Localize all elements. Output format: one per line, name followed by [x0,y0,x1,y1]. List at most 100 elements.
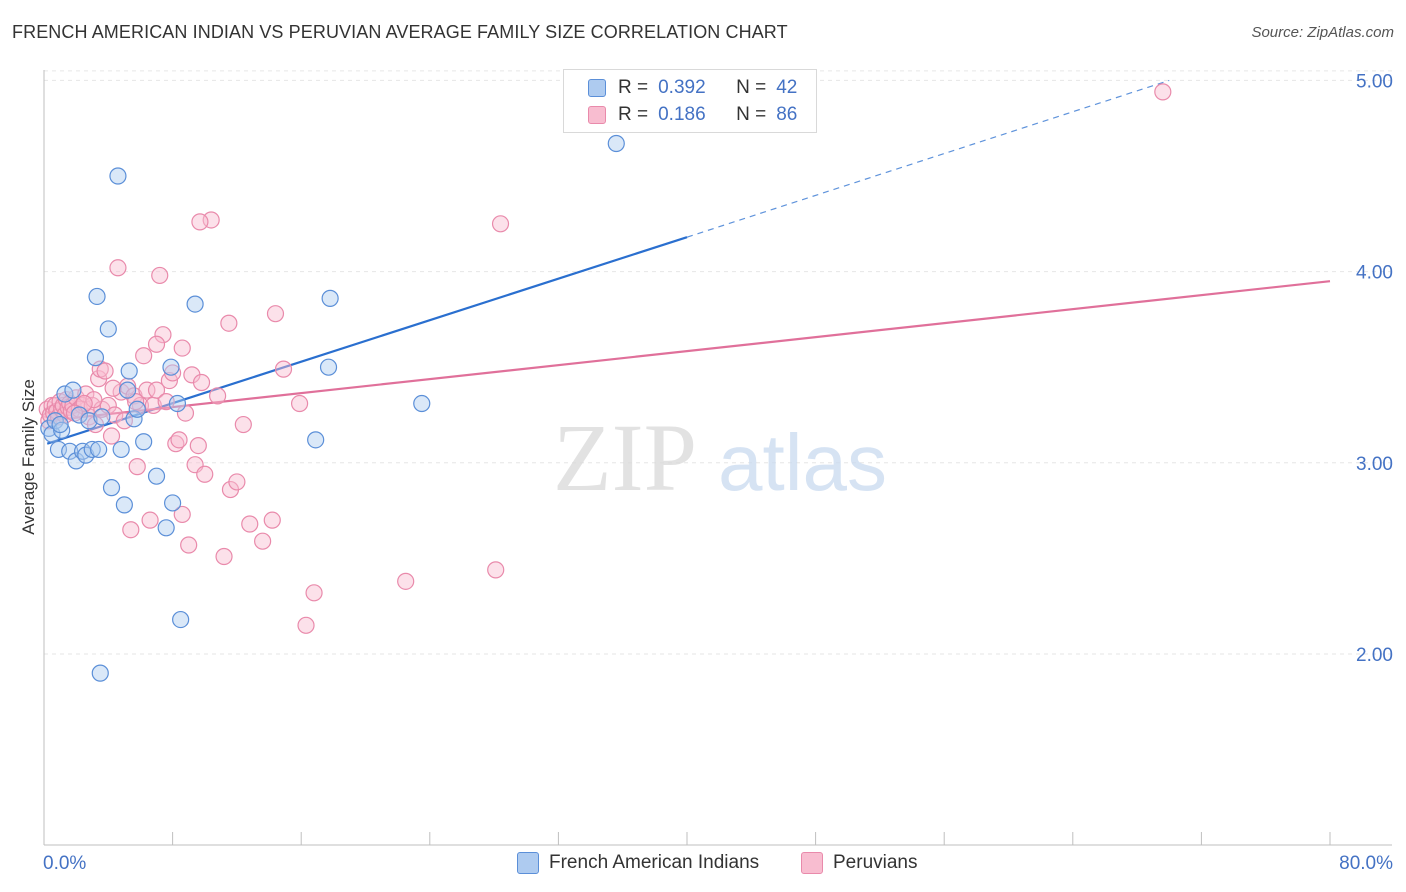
data-point-french-american-indians [109,167,127,185]
data-point-french-american-indians [135,433,153,451]
data-point-french-american-indians [88,287,106,306]
series-peruvians [38,83,1172,634]
data-point-french-american-indians [56,385,74,403]
data-point-french-american-indians [51,415,69,434]
data-point-french-american-indians [147,467,166,485]
data-point-peruvians [254,532,272,550]
data-point-peruvians [106,406,124,424]
data-point-french-american-indians [70,406,88,424]
data-point-peruvians [173,339,191,357]
data-point-peruvians [228,473,246,491]
data-point-peruvians [189,436,207,455]
legend-n-value: 86 [776,104,798,125]
data-point-peruvians [122,521,140,539]
data-point-french-american-indians [125,410,143,428]
data-point-french-american-indians [102,479,121,497]
data-point-peruvians [104,379,122,397]
legend-series-label: French American Indians [549,852,760,873]
data-point-french-american-indians [80,412,98,430]
pink-swatch [588,106,606,124]
data-point-peruvians [266,305,285,323]
watermark-zip: ZIP [553,404,697,511]
y-tick-label: 5.00 [1356,71,1393,92]
data-point-french-american-indians [307,431,325,449]
bottom-legend-blue: French American Indians [517,852,759,874]
data-point-french-american-indians [186,295,204,313]
y-axis-label: Average Family Size [19,379,38,535]
data-point-peruvians [491,215,510,233]
legend-r-value: 0.186 [658,104,706,125]
data-point-peruvians [138,381,156,399]
data-point-french-american-indians [99,320,117,338]
data-point-peruvians [290,394,309,413]
data-point-peruvians [141,511,159,529]
data-point-peruvians [215,547,233,566]
data-point-french-american-indians [157,519,175,537]
data-point-french-american-indians [91,664,109,682]
legend-r-value: 0.392 [658,77,706,98]
data-point-peruvians [305,584,323,602]
legend-n-label: N = [736,77,767,98]
data-point-peruvians [102,427,121,445]
data-point-french-american-indians [112,440,130,459]
trend-lines [46,79,1331,445]
data-point-french-american-indians [607,134,625,153]
trend-line-peruvians [47,280,1331,422]
watermark-atlas: atlas [718,418,887,507]
data-point-peruvians [263,511,281,529]
data-point-peruvians [180,536,198,554]
data-point-french-american-indians [67,452,85,470]
data-point-peruvians [192,373,211,392]
data-point-french-american-indians [164,494,182,512]
data-point-peruvians [191,213,209,231]
pink-swatch [801,852,823,874]
data-point-peruvians [128,458,146,476]
y-tick-label: 3.00 [1356,454,1393,475]
data-point-french-american-indians [90,440,108,459]
axes [43,70,1392,846]
data-point-french-american-indians [64,381,82,399]
data-point-peruvians [85,391,103,409]
data-point-peruvians [135,347,153,365]
legend-row-pink: R = 0.186 N = 86 [588,103,797,127]
data-point-peruvians [173,505,191,524]
data-point-peruvians [397,572,415,590]
data-point-french-american-indians [61,442,79,460]
data-point-peruvians [487,561,505,579]
data-point-peruvians [151,266,169,285]
series-french-american-indians [40,134,625,682]
bottom-legend-pink: Peruvians [801,852,918,874]
data-point-peruvians [96,362,114,380]
blue-swatch [588,79,606,97]
data-point-peruvians [1154,83,1172,101]
x-tick-label-min: 0.0% [43,853,86,874]
data-point-french-american-indians [413,394,431,413]
source-label: Source: ZipAtlas.com [1251,24,1394,41]
data-point-peruvians [170,431,188,449]
data-point-french-american-indians [115,496,133,514]
data-point-peruvians [234,415,252,434]
data-point-french-american-indians [168,394,187,413]
data-point-peruvians [297,616,315,634]
data-point-french-american-indians [128,400,146,418]
data-point-peruvians [196,465,214,483]
data-point-french-american-indians [86,349,105,367]
data-point-peruvians [274,360,293,378]
data-point-french-american-indians [93,408,111,426]
data-point-french-american-indians [162,358,180,376]
data-point-french-american-indians [118,381,137,399]
data-point-french-american-indians [172,610,190,629]
data-point-french-american-indians [83,440,101,459]
data-point-peruvians [154,326,172,344]
x-tick-label-max: 80.0% [1339,853,1393,874]
blue-swatch [517,852,539,874]
chart-title: FRENCH AMERICAN INDIAN VS PERUVIAN AVERA… [12,22,788,42]
data-point-french-american-indians [321,289,339,307]
legend-row-blue: R = 0.392 N = 42 [588,76,797,100]
legend-r-label: R = [618,104,649,125]
data-point-peruvians [209,387,227,405]
gridlines [44,70,1392,655]
y-tick-label: 2.00 [1356,645,1393,666]
y-tick-labels: 2.00 3.00 4.00 5.00 [1356,71,1393,666]
